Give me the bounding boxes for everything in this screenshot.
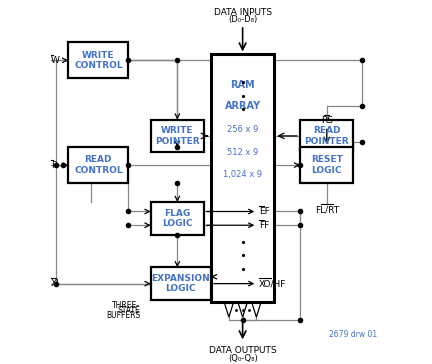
Text: XO/HF: XO/HF: [259, 279, 286, 288]
FancyBboxPatch shape: [300, 120, 353, 152]
Text: FF: FF: [259, 221, 269, 230]
FancyBboxPatch shape: [151, 120, 204, 152]
Text: 2679 drw 01: 2679 drw 01: [329, 331, 378, 340]
Text: WRITE
CONTROL: WRITE CONTROL: [74, 51, 123, 70]
Text: RAM: RAM: [230, 80, 255, 90]
Text: EXPANSION
LOGIC: EXPANSION LOGIC: [151, 274, 210, 293]
FancyBboxPatch shape: [151, 267, 211, 300]
Text: FLAG
LOGIC: FLAG LOGIC: [162, 209, 193, 228]
Text: 512 x 9: 512 x 9: [227, 148, 258, 157]
Text: 256 x 9: 256 x 9: [227, 125, 258, 134]
FancyBboxPatch shape: [300, 147, 353, 183]
Text: STATE: STATE: [118, 306, 140, 315]
Text: DATA INPUTS: DATA INPUTS: [213, 8, 272, 16]
Text: 1,024 x 9: 1,024 x 9: [223, 170, 262, 179]
Text: FL/RT: FL/RT: [315, 205, 339, 214]
Text: RESET
LOGIC: RESET LOGIC: [311, 155, 343, 175]
Text: ARRAY: ARRAY: [225, 101, 260, 111]
FancyBboxPatch shape: [68, 42, 128, 78]
Text: RS: RS: [321, 116, 333, 125]
Text: DATA OUTPUTS: DATA OUTPUTS: [209, 346, 276, 355]
FancyBboxPatch shape: [211, 54, 274, 302]
Text: EF: EF: [259, 207, 270, 216]
FancyBboxPatch shape: [151, 202, 204, 235]
Text: R: R: [51, 161, 57, 170]
Text: (Q₀-Q₈): (Q₀-Q₈): [228, 353, 257, 363]
Text: WRITE
POINTER: WRITE POINTER: [155, 126, 200, 146]
Text: READ
CONTROL: READ CONTROL: [74, 155, 123, 175]
Text: BUFFERS: BUFFERS: [106, 311, 140, 320]
Text: W: W: [51, 56, 60, 65]
FancyBboxPatch shape: [68, 147, 128, 183]
Text: XI: XI: [51, 279, 60, 288]
Text: READ
POINTER: READ POINTER: [305, 126, 349, 146]
Text: THREE-: THREE-: [112, 301, 140, 310]
Text: (D₀-D₈): (D₀-D₈): [228, 15, 257, 24]
